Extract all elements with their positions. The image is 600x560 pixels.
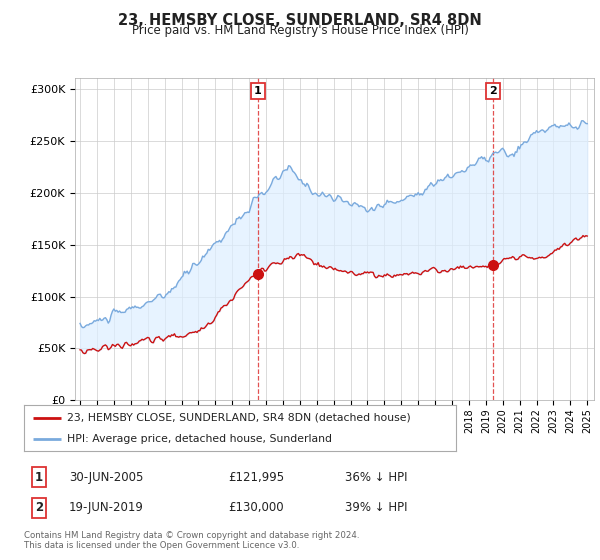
Text: 39% ↓ HPI: 39% ↓ HPI — [345, 501, 407, 515]
Text: Contains HM Land Registry data © Crown copyright and database right 2024.
This d: Contains HM Land Registry data © Crown c… — [24, 530, 359, 550]
Text: Price paid vs. HM Land Registry's House Price Index (HPI): Price paid vs. HM Land Registry's House … — [131, 24, 469, 37]
Text: 23, HEMSBY CLOSE, SUNDERLAND, SR4 8DN: 23, HEMSBY CLOSE, SUNDERLAND, SR4 8DN — [118, 13, 482, 28]
Text: 1: 1 — [254, 86, 262, 96]
Text: 1: 1 — [35, 470, 43, 484]
Text: 19-JUN-2019: 19-JUN-2019 — [69, 501, 144, 515]
Text: HPI: Average price, detached house, Sunderland: HPI: Average price, detached house, Sund… — [67, 435, 332, 444]
Text: 36% ↓ HPI: 36% ↓ HPI — [345, 470, 407, 484]
Text: 2: 2 — [35, 501, 43, 515]
Text: 30-JUN-2005: 30-JUN-2005 — [69, 470, 143, 484]
Text: £130,000: £130,000 — [228, 501, 284, 515]
Text: 2: 2 — [490, 86, 497, 96]
Text: 23, HEMSBY CLOSE, SUNDERLAND, SR4 8DN (detached house): 23, HEMSBY CLOSE, SUNDERLAND, SR4 8DN (d… — [67, 413, 411, 423]
Text: £121,995: £121,995 — [228, 470, 284, 484]
